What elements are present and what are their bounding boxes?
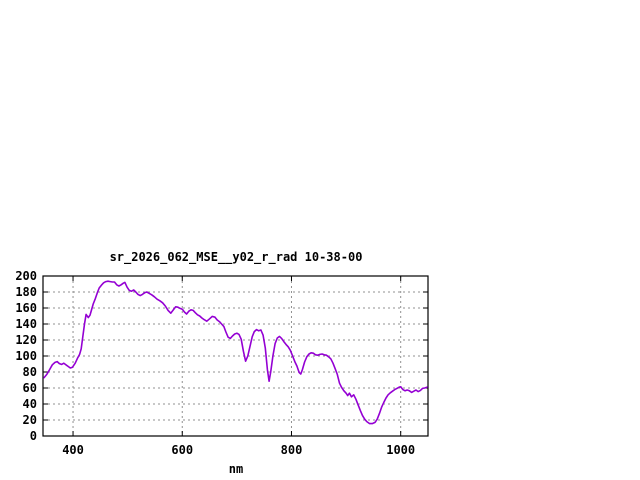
- y-tick-label: 160: [15, 301, 37, 315]
- y-tick-label: 200: [15, 269, 37, 283]
- x-axis-tick-labels: 400 600 800 1000: [62, 443, 415, 457]
- y-tick-label: 140: [15, 317, 37, 331]
- y-tick-label: 0: [30, 429, 37, 443]
- x-tick-label: 600: [171, 443, 193, 457]
- plot-border: [42, 275, 429, 437]
- x-tick-label: 400: [62, 443, 84, 457]
- y-axis-tick-labels: 0 20 40 60 80 100 120 140 160 180 200: [15, 269, 37, 443]
- y-tick-label: 180: [15, 285, 37, 299]
- y-tick-label: 40: [23, 397, 37, 411]
- chart-title: sr_2026_062_MSE__y02_r_rad 10-38-00: [110, 250, 363, 265]
- y-tick-label: 60: [23, 381, 37, 395]
- y-tick-label: 20: [23, 413, 37, 427]
- y-tick-label: 120: [15, 333, 37, 347]
- x-tick-label: 1000: [386, 443, 415, 457]
- y-tick-label: 80: [23, 365, 37, 379]
- x-tick-label: 800: [281, 443, 303, 457]
- grid-lines: [43, 276, 428, 436]
- tick-marks: [43, 275, 428, 437]
- x-axis-label: nm: [229, 462, 243, 476]
- y-tick-label: 100: [15, 349, 37, 363]
- spectrum-line: [43, 280, 428, 425]
